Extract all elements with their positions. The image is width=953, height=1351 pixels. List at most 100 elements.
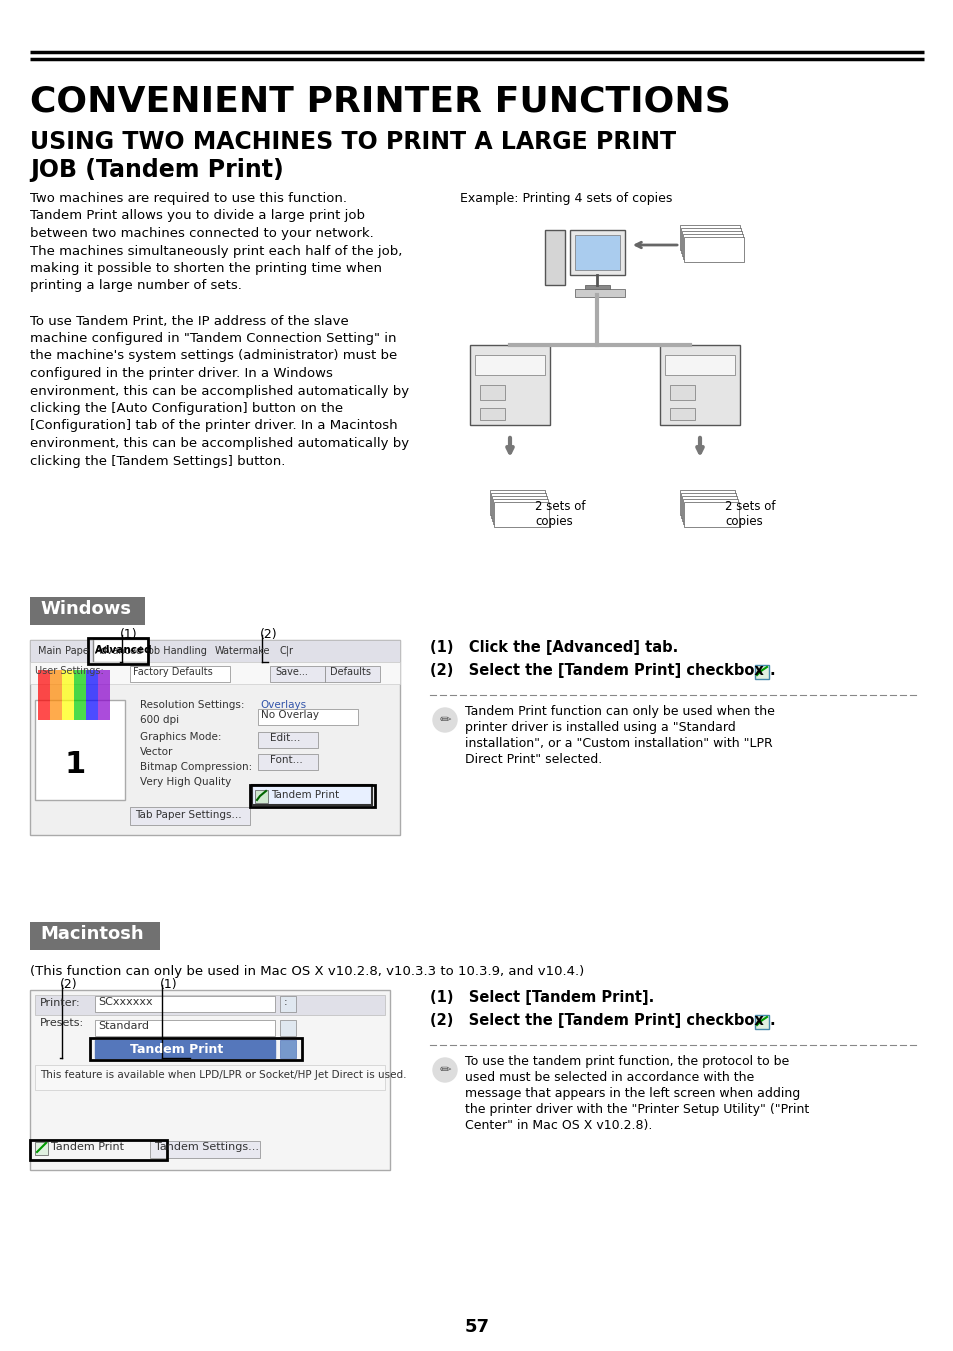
Bar bbox=[95, 1020, 274, 1036]
Bar bbox=[490, 490, 544, 515]
Text: 57: 57 bbox=[464, 1319, 489, 1336]
Text: (2)   Select the [Tandem Print] checkbox: (2) Select the [Tandem Print] checkbox bbox=[430, 1013, 763, 1028]
Text: printer driver is installed using a "Standard: printer driver is installed using a "Sta… bbox=[464, 721, 735, 734]
Text: 1: 1 bbox=[65, 750, 86, 780]
Bar bbox=[475, 355, 544, 376]
Bar bbox=[280, 1040, 295, 1058]
Bar bbox=[683, 503, 739, 527]
Bar bbox=[544, 230, 564, 285]
Text: To use Tandem Print, the IP address of the slave: To use Tandem Print, the IP address of t… bbox=[30, 315, 349, 327]
Text: Presets:: Presets: bbox=[40, 1019, 84, 1028]
Text: Printer:: Printer: bbox=[40, 998, 81, 1008]
Text: Resolution Settings:: Resolution Settings: bbox=[140, 700, 244, 711]
Text: The machines simultaneously print each half of the job,: The machines simultaneously print each h… bbox=[30, 245, 402, 258]
Text: clicking the [Auto Configuration] button on the: clicking the [Auto Configuration] button… bbox=[30, 403, 343, 415]
Bar bbox=[95, 1040, 274, 1058]
Bar bbox=[257, 732, 317, 748]
Text: JOB (Tandem Print): JOB (Tandem Print) bbox=[30, 158, 283, 182]
Bar bbox=[90, 1038, 302, 1061]
Text: Save...: Save... bbox=[274, 667, 308, 677]
Bar bbox=[30, 662, 399, 684]
Text: Main: Main bbox=[38, 646, 61, 657]
Text: This feature is available when LPD/LPR or Socket/HP Jet Direct is used.: This feature is available when LPD/LPR o… bbox=[40, 1070, 406, 1079]
Text: Macintosh: Macintosh bbox=[40, 925, 144, 943]
Text: printing a large number of sets.: printing a large number of sets. bbox=[30, 280, 242, 293]
Bar bbox=[250, 785, 375, 807]
Bar bbox=[280, 1020, 295, 1036]
Bar bbox=[679, 226, 740, 250]
Text: Vector: Vector bbox=[140, 747, 173, 757]
Bar bbox=[754, 1015, 768, 1029]
Bar bbox=[680, 228, 740, 253]
Bar bbox=[92, 639, 148, 662]
Bar bbox=[491, 493, 545, 517]
Text: the printer driver with the "Printer Setup Utility" ("Print: the printer driver with the "Printer Set… bbox=[464, 1102, 808, 1116]
Bar bbox=[62, 670, 74, 720]
Text: (This function can only be used in Mac OS X v10.2.8, v10.3.3 to 10.3.9, and v10.: (This function can only be used in Mac O… bbox=[30, 965, 583, 978]
Text: No Overlay: No Overlay bbox=[261, 711, 318, 720]
Text: ✏: ✏ bbox=[438, 713, 451, 727]
Bar bbox=[679, 490, 734, 515]
Bar bbox=[584, 285, 609, 290]
Bar bbox=[575, 289, 624, 297]
Bar bbox=[98, 670, 110, 720]
Bar bbox=[754, 665, 768, 680]
Text: .: . bbox=[769, 1013, 775, 1028]
Text: machine configured in "Tandem Connection Setting" in: machine configured in "Tandem Connection… bbox=[30, 332, 396, 345]
Bar bbox=[682, 234, 742, 259]
Text: :: : bbox=[284, 997, 287, 1006]
Bar bbox=[257, 709, 357, 725]
Text: Watermake: Watermake bbox=[214, 646, 271, 657]
Text: environment, this can be accomplished automatically by: environment, this can be accomplished au… bbox=[30, 385, 409, 397]
Bar bbox=[569, 230, 624, 276]
Bar bbox=[30, 1140, 167, 1161]
Text: Pape: Pape bbox=[65, 646, 89, 657]
Bar bbox=[669, 408, 695, 420]
Bar bbox=[35, 700, 125, 800]
Bar bbox=[30, 640, 399, 662]
Text: 2 sets of
copies: 2 sets of copies bbox=[724, 500, 775, 528]
Text: Example: Printing 4 sets of copies: Example: Printing 4 sets of copies bbox=[459, 192, 672, 205]
Bar bbox=[35, 1142, 48, 1155]
Text: Tandem Print: Tandem Print bbox=[271, 790, 338, 800]
Text: message that appears in the left screen when adding: message that appears in the left screen … bbox=[464, 1088, 800, 1100]
Text: CONVENIENT PRINTER FUNCTIONS: CONVENIENT PRINTER FUNCTIONS bbox=[30, 85, 730, 119]
Text: clicking the [Tandem Settings] button.: clicking the [Tandem Settings] button. bbox=[30, 454, 285, 467]
Bar bbox=[493, 499, 547, 524]
Bar bbox=[150, 1142, 260, 1158]
Text: the machine's system settings (administrator) must be: the machine's system settings (administr… bbox=[30, 350, 396, 362]
Bar bbox=[479, 385, 504, 400]
Bar bbox=[575, 235, 619, 270]
Bar bbox=[254, 790, 268, 802]
Text: Overlays: Overlays bbox=[260, 700, 306, 711]
Bar bbox=[50, 670, 62, 720]
Bar bbox=[680, 493, 735, 517]
Text: (2)   Select the [Tandem Print] checkbox: (2) Select the [Tandem Print] checkbox bbox=[430, 663, 763, 678]
Text: Font...: Font... bbox=[270, 755, 302, 765]
Text: (1): (1) bbox=[120, 628, 137, 640]
Bar bbox=[30, 990, 390, 1170]
Bar bbox=[669, 385, 695, 400]
Text: Direct Print" selected.: Direct Print" selected. bbox=[464, 753, 601, 766]
Bar bbox=[682, 499, 738, 524]
Text: (1)   Click the [Advanced] tab.: (1) Click the [Advanced] tab. bbox=[430, 640, 678, 655]
Text: To use the tandem print function, the protocol to be: To use the tandem print function, the pr… bbox=[464, 1055, 788, 1069]
Bar bbox=[280, 996, 295, 1012]
Text: (2): (2) bbox=[60, 978, 77, 992]
Bar bbox=[325, 666, 379, 682]
Text: C|r: C|r bbox=[280, 646, 294, 657]
Bar bbox=[74, 670, 86, 720]
Text: between two machines connected to your network.: between two machines connected to your n… bbox=[30, 227, 374, 240]
Text: Tab Paper Settings...: Tab Paper Settings... bbox=[135, 811, 241, 820]
Bar bbox=[30, 921, 160, 950]
Text: SCxxxxxx: SCxxxxxx bbox=[98, 997, 152, 1006]
Text: Tandem Print: Tandem Print bbox=[130, 1043, 223, 1056]
Text: Graphics Mode:: Graphics Mode: bbox=[140, 732, 221, 742]
Text: Bitmap Compression:: Bitmap Compression: bbox=[140, 762, 252, 771]
Bar bbox=[95, 996, 274, 1012]
Bar bbox=[88, 638, 148, 663]
Text: (1)   Select [Tandem Print].: (1) Select [Tandem Print]. bbox=[430, 990, 654, 1005]
Bar bbox=[257, 754, 317, 770]
Bar bbox=[38, 670, 50, 720]
Text: Very High Quality: Very High Quality bbox=[140, 777, 231, 788]
